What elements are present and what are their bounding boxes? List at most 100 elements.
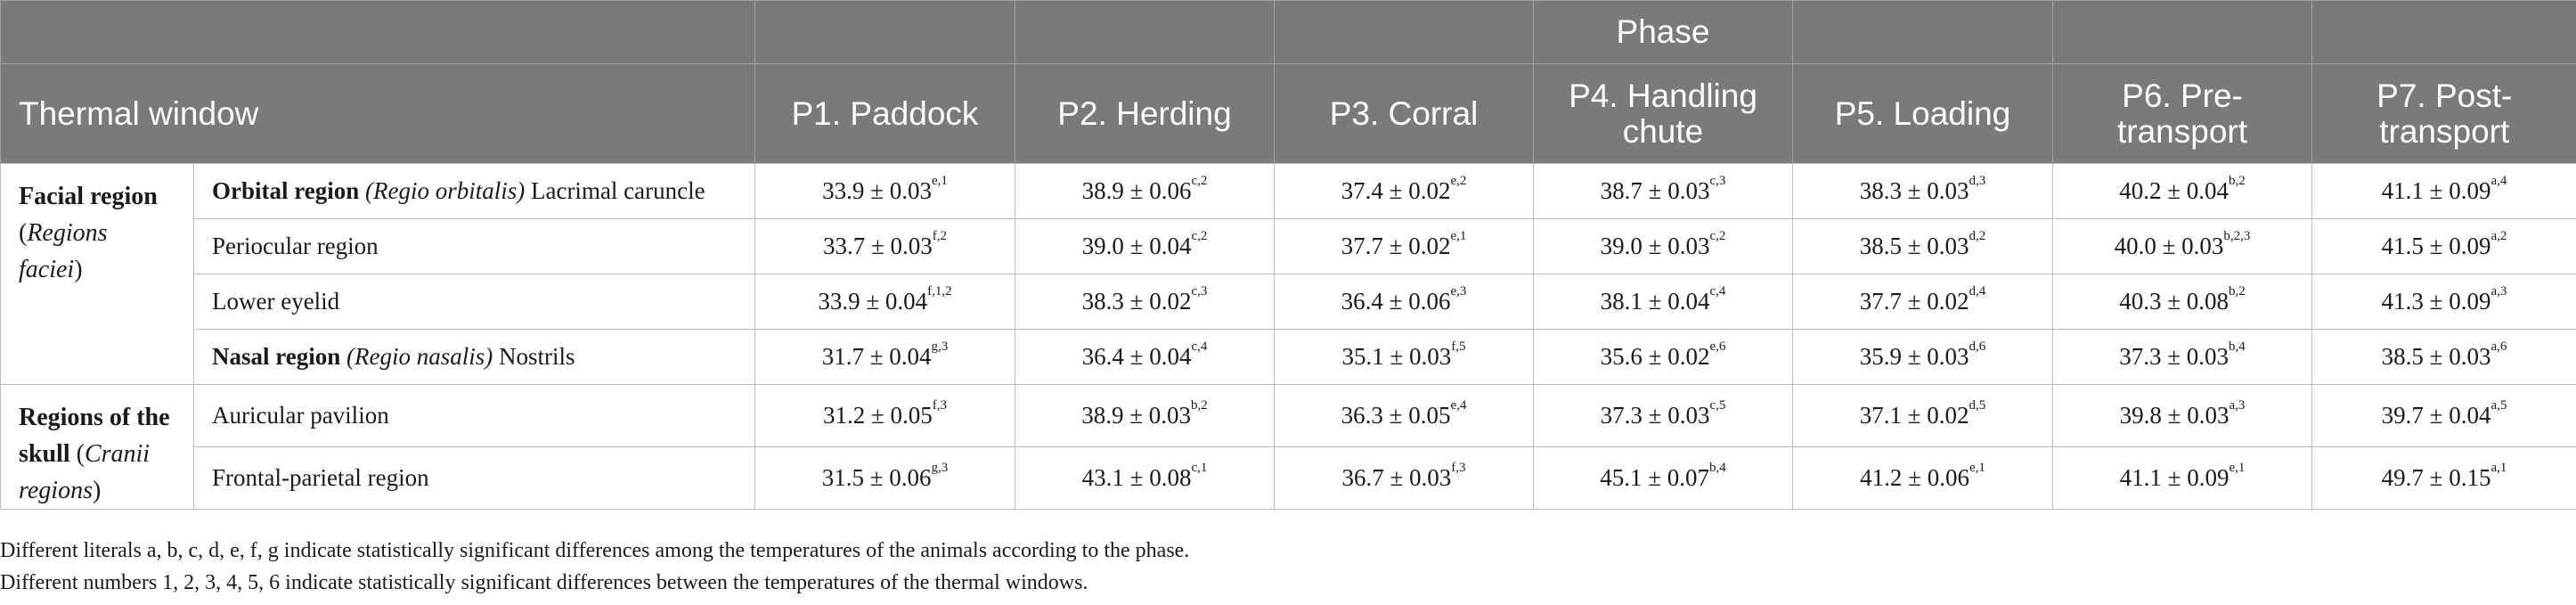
significance-superscript: f,2 — [932, 229, 948, 243]
temperature-value: 37.3 ± 0.03 — [1600, 402, 1710, 429]
significance-superscript: c,4 — [1709, 284, 1726, 298]
temperature-cell: 37.1 ± 0.02d,5 — [1792, 384, 2053, 447]
temperature-cell: 33.9 ± 0.04f,1,2 — [754, 274, 1015, 330]
temperature-value: 40.0 ± 0.03 — [2114, 233, 2224, 259]
temperature-value: 33.9 ± 0.03 — [822, 177, 932, 204]
phase-column-header: P7. Post-transport — [2311, 63, 2576, 164]
temperature-value: 31.7 ± 0.04 — [821, 343, 932, 370]
temperature-value: 37.3 ± 0.03 — [2119, 343, 2230, 370]
table-row: Regions of the skull (Cranii regions) Au… — [0, 384, 2576, 510]
temperature-cell: 37.7 ± 0.02d,4 — [1792, 274, 2053, 330]
temperature-value: 39.0 ± 0.04 — [1081, 233, 1192, 259]
temperature-value: 38.9 ± 0.03 — [1081, 402, 1192, 429]
temperature-value: 38.3 ± 0.02 — [1081, 288, 1192, 315]
significance-superscript: a,2 — [2490, 229, 2507, 243]
temperature-value: 38.3 ± 0.03 — [1859, 177, 1969, 204]
window-name: Nostrils — [499, 343, 575, 370]
temperature-value: 35.6 ± 0.02 — [1600, 343, 1710, 370]
temperature-cell: 41.5 ± 0.09a,2 — [2311, 218, 2576, 274]
temperature-cell: 31.5 ± 0.06g,3 — [754, 446, 1015, 510]
significance-superscript: b,2,3 — [2223, 229, 2251, 243]
thermal-window-label: Auricular pavilion — [193, 384, 755, 447]
header-blank — [1792, 0, 2053, 64]
significance-superscript: g,3 — [931, 461, 949, 475]
temperature-value: 39.8 ± 0.03 — [2119, 402, 2230, 429]
phase-column-header: P6. Pre-transport — [2052, 63, 2312, 164]
temperature-cell: 33.7 ± 0.03f,2 — [754, 218, 1015, 274]
temperature-cell: 37.3 ± 0.03c,5 — [1533, 384, 1793, 447]
temperature-cell: 39.0 ± 0.03c,2 — [1533, 218, 1793, 274]
header-blank — [1015, 0, 1275, 64]
temperature-value: 38.9 ± 0.06 — [1081, 177, 1192, 204]
temperature-cell: 43.1 ± 0.08c,1 — [1015, 446, 1275, 510]
temperature-value: 33.7 ± 0.03 — [822, 233, 933, 259]
significance-superscript: a,5 — [2490, 398, 2507, 413]
significance-superscript: f,1,2 — [927, 284, 952, 298]
table-footnotes: Different literals a, b, c, d, e, f, g i… — [0, 535, 1189, 599]
table-row: Frontal-parietal region 31.5 ± 0.06g,3 43.… — [1, 446, 2576, 510]
temperature-cell: 37.7 ± 0.02e,1 — [1274, 218, 1534, 274]
significance-superscript: f,3 — [932, 398, 948, 413]
phase-column-header: P1. Paddock — [754, 63, 1015, 164]
significance-superscript: c,2 — [1709, 229, 1726, 243]
temperature-value: 49.7 ± 0.15 — [2381, 464, 2491, 491]
temperature-value: 35.1 ± 0.03 — [1341, 343, 1452, 370]
temperature-value: 40.3 ± 0.08 — [2119, 288, 2230, 315]
temperature-cell: 40.2 ± 0.04b,2 — [2052, 163, 2312, 219]
temperature-cell: 36.4 ± 0.04c,4 — [1015, 329, 1275, 385]
temperature-value: 40.2 ± 0.04 — [2119, 177, 2230, 204]
temperature-value: 33.9 ± 0.04 — [818, 288, 928, 315]
significance-superscript: b,2 — [1191, 398, 1208, 413]
temperature-cell: 45.1 ± 0.07b,4 — [1533, 446, 1793, 510]
region-name: Nasal region — [212, 343, 341, 370]
temperature-cell: 39.7 ± 0.04a,5 — [2311, 384, 2576, 447]
significance-superscript: b,4 — [1709, 461, 1726, 475]
group-skull-region: Regions of the skull (Cranii regions) — [0, 384, 194, 510]
header-blank — [0, 0, 755, 64]
temperature-cell: 38.5 ± 0.03a,6 — [2311, 329, 2576, 385]
significance-superscript: e,1 — [1969, 461, 1985, 475]
group-label: Regions of the skull — [19, 404, 170, 468]
temperature-value: 36.4 ± 0.04 — [1081, 343, 1192, 370]
temperature-cell: 38.3 ± 0.03d,3 — [1792, 163, 2053, 219]
temperature-cell: 33.9 ± 0.03e,1 — [754, 163, 1015, 219]
significance-superscript: e,3 — [1450, 284, 1467, 298]
phase-column-header: P3. Corral — [1274, 63, 1534, 164]
significance-superscript: a,3 — [2229, 398, 2246, 413]
temperature-value: 39.0 ± 0.03 — [1600, 233, 1710, 259]
significance-superscript: f,5 — [1451, 339, 1466, 354]
group-latin-label: Cranii regions — [19, 440, 151, 504]
significance-superscript: e,1 — [1450, 229, 1467, 243]
temperature-cell: 38.1 ± 0.04c,4 — [1533, 274, 1793, 330]
temperature-value: 43.1 ± 0.08 — [1081, 464, 1192, 491]
temperature-value: 37.7 ± 0.02 — [1859, 288, 1969, 315]
temperature-cell: 41.1 ± 0.09e,1 — [2052, 446, 2312, 510]
table-row: Nasal region (Regio nasalis) Nostrils 31.… — [1, 329, 2576, 385]
phase-column-header: P2. Herding — [1015, 63, 1275, 164]
temperature-cell: 41.1 ± 0.09a,4 — [2311, 163, 2576, 219]
temperature-cell: 49.7 ± 0.15a,1 — [2311, 446, 2576, 510]
temperature-cell: 35.1 ± 0.03f,5 — [1274, 329, 1534, 385]
table-row: Facial region (Regions faciei) Orbital re… — [0, 163, 2576, 385]
thermal-window-label: Nasal region (Regio nasalis) Nostrils — [193, 329, 755, 385]
significance-superscript: d,5 — [1969, 398, 1986, 413]
temperature-cell: 36.4 ± 0.06e,3 — [1274, 274, 1534, 330]
significance-superscript: c,5 — [1709, 398, 1726, 413]
temperature-cell: 39.0 ± 0.04c,2 — [1015, 218, 1275, 274]
temperature-cell: 40.0 ± 0.03b,2,3 — [2052, 218, 2312, 274]
table-row: Lower eyelid 33.9 ± 0.04f,1,2 38.3 ± 0.02c… — [1, 274, 2576, 330]
header-blank — [2311, 0, 2576, 64]
temperature-value: 37.1 ± 0.02 — [1859, 402, 1969, 429]
temperature-cell: 39.8 ± 0.03a,3 — [2052, 384, 2312, 447]
significance-superscript: d,3 — [1969, 174, 1986, 188]
temperature-cell: 36.7 ± 0.03f,3 — [1274, 446, 1534, 510]
significance-superscript: b,2 — [2229, 174, 2246, 188]
temperature-value: 45.1 ± 0.07 — [1600, 464, 1710, 491]
temperature-cell: 41.2 ± 0.06e,1 — [1792, 446, 2053, 510]
region-latin-name: (Regio nasalis) — [346, 343, 493, 370]
significance-superscript: e,2 — [1450, 174, 1467, 188]
window-name: Frontal-parietal region — [212, 464, 429, 491]
phase-column-header: P4. Handling chute — [1533, 63, 1793, 164]
significance-superscript: b,4 — [2229, 339, 2246, 354]
significance-superscript: e,6 — [1709, 339, 1726, 354]
